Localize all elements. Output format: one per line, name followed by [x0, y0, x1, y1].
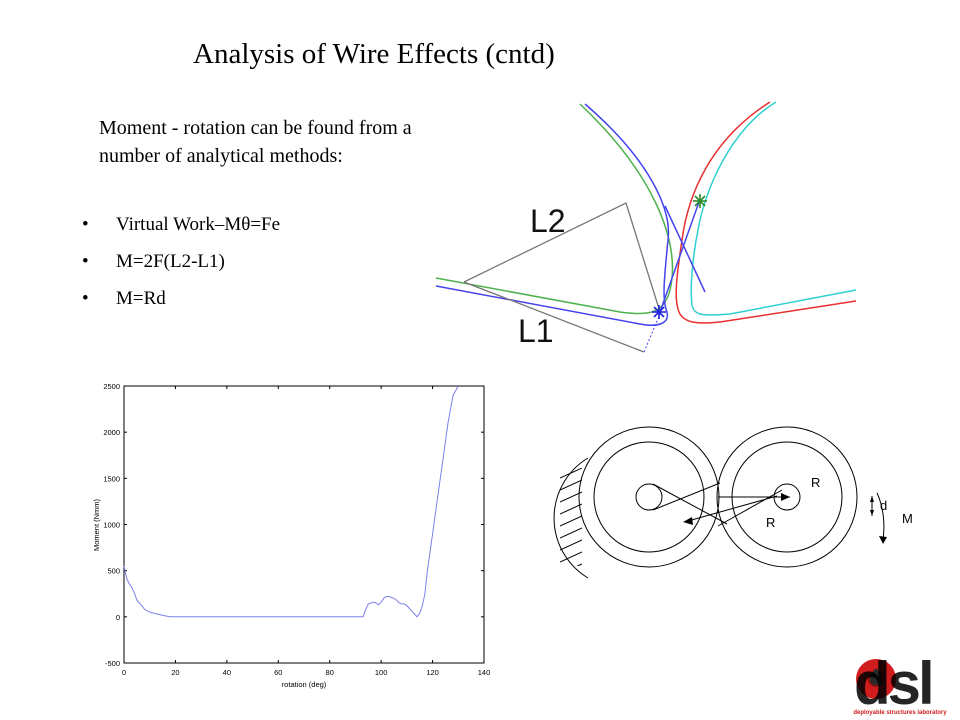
x-tick-label: 20 [171, 668, 179, 677]
bullet-virtual-work-suffix: =Fe [250, 214, 281, 235]
force-lines [652, 482, 790, 527]
y-tick-label: 1500 [103, 474, 120, 483]
intro-text: Moment - rotation can be found from a nu… [99, 117, 412, 167]
bullet-moment-rd: M=Rd [82, 288, 280, 325]
dsl-logo: dsl deployable structures laboratory [853, 650, 947, 717]
label-r-lower: R [766, 515, 775, 530]
moment-series-line [123, 385, 459, 618]
y-tick-label: -500 [105, 659, 120, 668]
theta-symbol: θ [241, 214, 251, 235]
x-tick-label: 80 [326, 668, 334, 677]
left-outer-circle [578, 426, 720, 568]
y-tick-label: 0 [116, 613, 120, 622]
green-asterisk-marker [693, 194, 707, 208]
crossing-wire-a [664, 205, 706, 293]
y-tick-label: 2000 [103, 428, 120, 437]
wire-geometry-figure: L2 L1 [435, 101, 857, 353]
x-tick-label: 60 [274, 668, 282, 677]
y-axis-label: Moment (Nmm) [92, 498, 101, 551]
mechanism-figure: R R d M [553, 426, 913, 579]
x-tick-label: 100 [375, 668, 388, 677]
y-tick-label: 1000 [103, 521, 120, 530]
moment-arrow [876, 492, 885, 541]
x-axis-label: rotation (deg) [282, 680, 327, 689]
bullet-moment-length: M=2F(L2-L1) [82, 251, 280, 288]
red-wire [675, 101, 857, 324]
l1-line [463, 281, 645, 353]
label-l2: L2 [530, 203, 566, 239]
right-outer-circle [716, 426, 858, 568]
logo-tagline: deployable structures laboratory [853, 710, 947, 716]
arrow-right-r [781, 493, 790, 501]
label-d: d [880, 498, 887, 513]
fixed-support [553, 457, 589, 579]
x-tick-label: 140 [478, 668, 491, 677]
y-tick-label: 500 [107, 567, 120, 576]
x-tick-label: 40 [223, 668, 231, 677]
x-tick-label: 0 [122, 668, 126, 677]
arrow-left-r [683, 517, 693, 525]
l1-dotted [643, 313, 661, 353]
y-tick-label: 2500 [103, 382, 120, 391]
label-m: M [902, 511, 913, 526]
plot-frame [123, 385, 485, 664]
y-axis-ticks: -500 0 500 1000 1500 2000 2500 [103, 382, 484, 668]
green-wire [435, 103, 674, 315]
support-hatching [560, 468, 582, 566]
l2-line [463, 202, 661, 313]
crossing-wire-b [659, 201, 700, 313]
left-inner-circle [593, 441, 705, 553]
slide-title: Analysis of Wire Effects (cntd) [193, 38, 555, 70]
bullet-virtual-work: Virtual Work–Mθ=Fe [82, 214, 280, 251]
logo-text: dsl [854, 650, 932, 717]
methods-list: Virtual Work–Mθ=Fe M=2F(L2-L1) M=Rd [82, 214, 280, 325]
left-hub [635, 483, 663, 511]
cyan-wire [690, 101, 857, 316]
x-tick-label: 120 [426, 668, 439, 677]
label-r-upper: R [811, 475, 820, 490]
label-l1: L1 [518, 313, 554, 349]
blue-wire [435, 103, 670, 326]
blue-asterisk-marker [652, 305, 666, 319]
x-axis-ticks: 0 20 40 60 80 100 120 140 [122, 386, 490, 677]
bullet-virtual-work-prefix: Virtual Work–M [116, 214, 242, 235]
